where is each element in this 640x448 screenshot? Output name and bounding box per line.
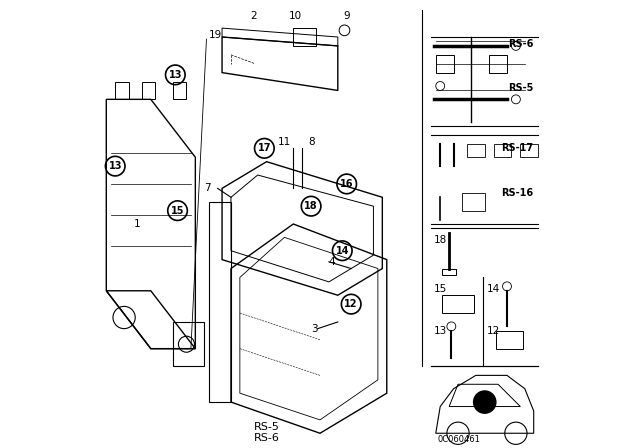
Text: 13: 13 xyxy=(108,161,122,171)
Bar xyxy=(173,82,186,99)
Bar xyxy=(115,82,129,99)
Text: 7: 7 xyxy=(204,183,211,194)
Bar xyxy=(142,82,156,99)
Text: RS-16: RS-16 xyxy=(502,188,534,198)
Text: 0C060461: 0C060461 xyxy=(438,435,481,444)
Text: 1: 1 xyxy=(134,219,141,229)
Circle shape xyxy=(474,391,496,413)
Text: 2: 2 xyxy=(250,11,257,21)
Text: 13: 13 xyxy=(168,70,182,80)
Text: 13: 13 xyxy=(433,326,447,336)
Text: RS-5: RS-5 xyxy=(253,422,280,431)
Text: RS-17: RS-17 xyxy=(502,143,534,153)
Text: 19: 19 xyxy=(209,30,222,40)
Text: 14: 14 xyxy=(487,284,500,293)
Text: 11: 11 xyxy=(278,137,291,146)
Bar xyxy=(463,193,484,211)
Bar xyxy=(493,144,511,157)
Bar xyxy=(496,331,523,349)
Bar xyxy=(489,55,507,73)
Text: 14: 14 xyxy=(335,246,349,256)
Text: 18: 18 xyxy=(304,201,318,211)
Bar xyxy=(436,55,454,73)
Text: RS-5: RS-5 xyxy=(508,83,534,93)
Text: 12: 12 xyxy=(487,326,500,336)
Text: 9: 9 xyxy=(344,11,350,21)
Text: 12: 12 xyxy=(344,299,358,309)
Bar xyxy=(520,144,538,157)
Text: 8: 8 xyxy=(308,137,314,146)
Text: 15: 15 xyxy=(433,284,447,293)
Bar xyxy=(442,295,474,313)
Text: RS-6: RS-6 xyxy=(508,39,534,49)
Text: 10: 10 xyxy=(289,11,302,21)
Text: RS-6: RS-6 xyxy=(253,433,280,443)
Text: 3: 3 xyxy=(311,323,317,334)
Bar xyxy=(442,268,456,275)
Bar xyxy=(467,144,484,157)
Text: 18: 18 xyxy=(433,235,447,245)
Text: 15: 15 xyxy=(171,206,184,215)
Text: 16: 16 xyxy=(340,179,353,189)
Text: 4: 4 xyxy=(329,257,335,267)
Text: 17: 17 xyxy=(257,143,271,153)
